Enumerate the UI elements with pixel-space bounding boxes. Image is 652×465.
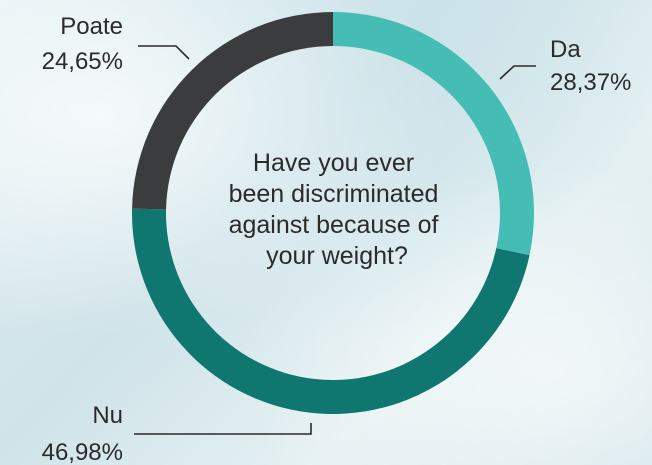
leader-line-nu — [134, 423, 312, 435]
center-question: Have you ever been discriminated against… — [229, 149, 446, 270]
slice-value-poate: 24,65% — [42, 48, 123, 75]
center-question-line-2: been discriminated — [229, 180, 439, 208]
slice-value-da: 28,37% — [550, 69, 631, 96]
center-question-line-3: against because of — [229, 211, 439, 239]
slice-name-poate: Poate — [60, 13, 123, 40]
slice-value-nu: 46,98% — [42, 439, 123, 465]
donut-slice-nu — [132, 208, 530, 414]
center-question-line-1: Have you ever — [253, 149, 414, 177]
center-question-line-4: your weight? — [266, 242, 408, 270]
donut-slices — [132, 12, 534, 414]
slice-name-nu: Nu — [92, 402, 123, 429]
donut-slice-da — [333, 12, 534, 256]
donut-slice-poate — [132, 12, 333, 210]
slice-name-da: Da — [550, 36, 581, 63]
leader-line-poate — [138, 45, 190, 60]
leader-line-da — [499, 65, 536, 80]
